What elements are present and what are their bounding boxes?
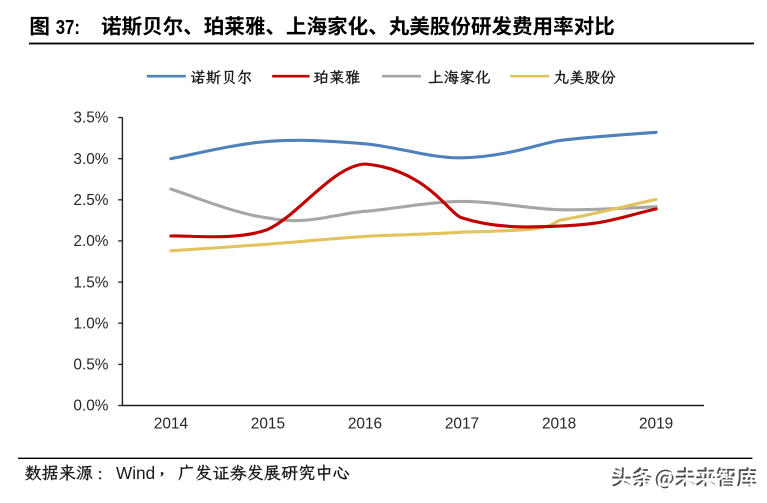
svg-text:3.5%: 3.5% [73,110,108,127]
svg-text:2019: 2019 [639,415,673,432]
svg-text:3.0%: 3.0% [73,151,108,168]
svg-text:0.5%: 0.5% [73,357,108,374]
svg-text:1.5%: 1.5% [73,274,108,291]
svg-text:2.0%: 2.0% [73,233,108,250]
svg-text:2015: 2015 [251,415,285,432]
svg-text:2016: 2016 [348,415,382,432]
svg-text:2017: 2017 [445,415,479,432]
svg-text:37:: 37: [56,16,80,39]
svg-text:0.0%: 0.0% [73,398,108,415]
svg-text:2018: 2018 [542,415,576,432]
svg-text:2014: 2014 [154,415,189,432]
svg-text:Wind: Wind [116,463,155,483]
svg-text:2.5%: 2.5% [73,192,108,209]
svg-text:1.0%: 1.0% [73,315,108,332]
